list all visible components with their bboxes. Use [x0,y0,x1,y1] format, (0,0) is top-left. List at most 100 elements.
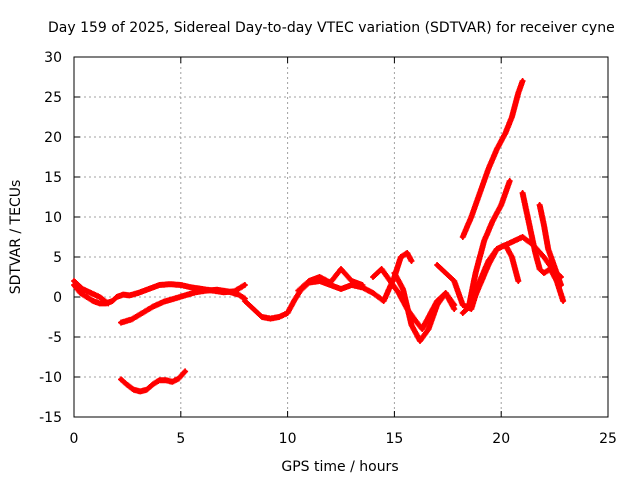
data-point [110,298,115,304]
data-point [182,369,188,374]
data-point [494,146,500,152]
data-point [469,214,474,220]
data-point [242,282,248,288]
data-point [477,282,483,288]
data-point [163,378,169,383]
y-tick-label: 30 [44,50,62,66]
data-point [118,320,124,325]
data-point [285,310,290,316]
series-track-2 [71,278,112,307]
data-point [349,278,354,284]
data-point [507,178,512,184]
data-point [533,250,538,256]
data-point [443,290,448,296]
data-point [178,282,183,288]
data-point [434,262,440,268]
data-point [477,190,483,196]
data-point [409,258,414,264]
data-point [381,298,386,304]
data-point [118,377,124,382]
data-point [317,274,322,280]
data-point [503,242,508,248]
data-point [251,306,256,312]
data-point [84,294,90,300]
data-point [135,290,141,296]
data-point [157,378,162,383]
x-tick-label: 10 [279,431,297,447]
series-track-11 [459,78,526,240]
data-point [434,302,440,308]
data-point [520,234,525,240]
data-point [460,302,465,308]
data-point [405,250,410,256]
data-point [129,317,134,322]
data-point [541,222,547,228]
series-markers [536,202,564,288]
y-tick-label: 15 [44,170,62,186]
data-point [360,282,365,288]
y-tick-label: -5 [48,330,62,346]
data-point [452,278,457,284]
data-point [545,246,551,252]
data-point [172,296,177,301]
data-point [306,278,312,284]
data-point [296,288,301,293]
data-point [466,302,472,308]
data-point [150,382,156,387]
data-point [127,293,132,298]
data-point [503,130,508,136]
data-point [413,318,418,324]
data-point [417,338,423,344]
data-point [541,254,547,260]
data-series [71,78,567,395]
data-point [150,304,156,309]
data-point [558,282,564,288]
y-tick-label: 10 [44,210,62,226]
data-point [520,190,525,196]
data-point [120,292,126,297]
y-tick-label: 20 [44,130,62,146]
data-point [537,202,542,208]
data-point [97,294,102,300]
data-point [193,290,198,295]
x-tick-label: 0 [70,431,79,447]
data-point [268,316,273,321]
y-tick-label: -10 [39,370,62,386]
y-tick-label: -15 [39,410,62,426]
data-point [426,326,431,332]
data-point [328,280,333,285]
data-point [528,230,534,236]
data-point [170,379,175,384]
data-point [499,202,504,208]
data-point [419,326,425,332]
data-point [125,382,130,388]
series-track-4 [118,368,189,395]
x-tick-label: 25 [599,431,617,447]
series-track-8 [391,270,458,344]
data-point [452,306,457,312]
data-point [396,290,401,296]
data-point [167,282,173,287]
y-tick-label: 25 [44,90,62,106]
data-point [524,210,530,216]
data-point [481,238,487,244]
data-point [486,166,491,172]
x-tick-label: 5 [176,431,185,447]
data-point [460,310,465,316]
data-point [242,298,248,304]
data-point [460,234,465,240]
series-track-12 [466,178,513,308]
data-point [379,266,384,272]
data-point [71,278,77,284]
data-point [520,78,525,84]
data-point [291,298,297,304]
data-point [509,254,515,260]
data-point [105,301,111,306]
data-point [387,278,393,284]
data-point [276,314,282,320]
series-track-13 [519,190,567,304]
data-point [157,282,162,288]
data-point [176,376,181,381]
data-point [144,387,149,392]
